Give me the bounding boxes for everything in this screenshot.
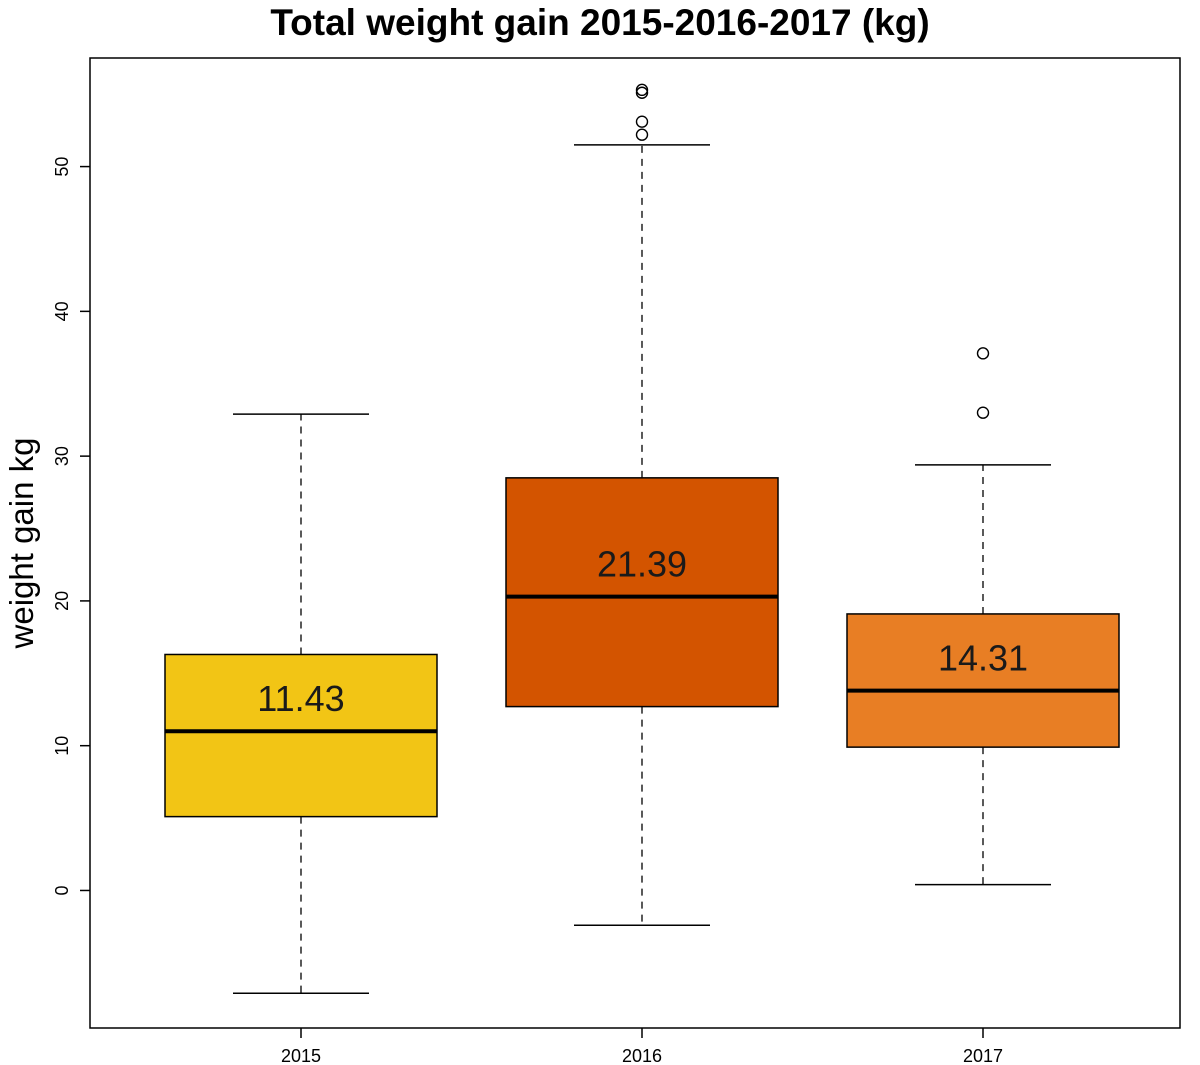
y-axis: 0 10 20 30 40 50	[52, 157, 90, 895]
y-tick-label-50: 50	[52, 157, 72, 177]
chart-title: Total weight gain 2015-2016-2017 (kg)	[270, 2, 930, 43]
x-tick-label-2017: 2017	[963, 1046, 1003, 1065]
iqr-box-2016	[505, 477, 779, 708]
outlier-2016-3	[635, 83, 649, 97]
outlier-2016-2	[635, 86, 649, 99]
y-tick-label-0: 0	[52, 885, 72, 895]
box-2015: 11.43	[164, 413, 438, 995]
box-value-label-2017: 14.31	[938, 638, 1028, 679]
x-tick-label-2016: 2016	[622, 1046, 662, 1065]
box-value-label-2015: 11.43	[257, 678, 344, 719]
outlier-2017-1	[976, 347, 990, 360]
y-tick-label-10: 10	[52, 736, 72, 756]
x-axis: 2015 2016 2017	[281, 1028, 1003, 1065]
iqr-box-2015	[164, 653, 438, 818]
box-value-label-2016: 21.39	[597, 544, 687, 585]
y-tick-label-40: 40	[52, 301, 72, 321]
outlier-2016-1	[635, 115, 649, 128]
x-tick-label-2015: 2015	[281, 1046, 321, 1065]
plot-frame	[89, 57, 1181, 1029]
box-2016: 21.39	[505, 83, 779, 926]
y-axis-label: weight gain kg	[3, 438, 40, 650]
iqr-box-2017	[846, 613, 1120, 748]
y-tick-label-20: 20	[52, 591, 72, 611]
boxes: 11.43 21.39 14.31	[164, 83, 1120, 995]
outlier-2017-0	[976, 406, 990, 419]
outlier-2016-0	[635, 128, 649, 141]
y-tick-label-30: 30	[52, 446, 72, 466]
box-2017: 14.31	[846, 347, 1120, 886]
